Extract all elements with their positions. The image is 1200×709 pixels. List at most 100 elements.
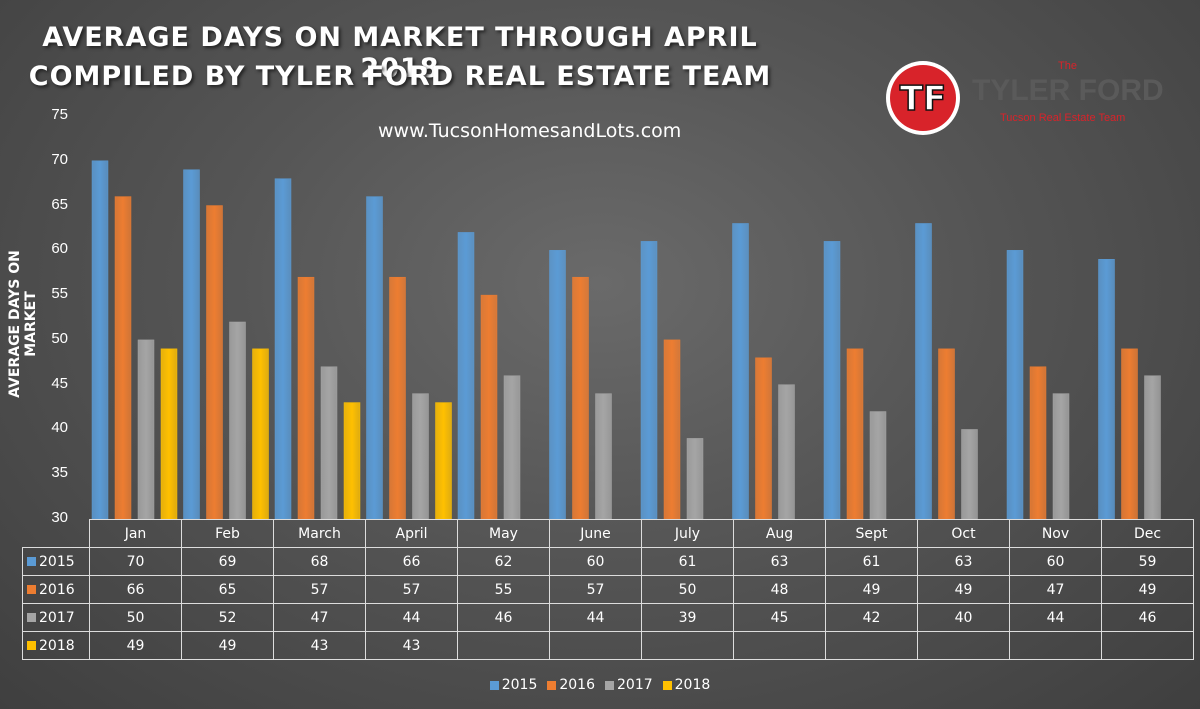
tf-logo-icon: TF — [886, 61, 960, 135]
data-label: 63 — [733, 547, 826, 576]
chart-legend: 2015 2016 2017 2018 — [0, 677, 1200, 693]
bar-2015-april — [366, 196, 383, 520]
legend-label: 2015 — [501, 677, 538, 693]
data-label: 40 — [917, 603, 1010, 632]
x-tick-label: May — [457, 519, 550, 548]
y-tick-label: 40 — [51, 419, 68, 437]
bar-2018-feb — [252, 348, 269, 520]
bar-2017-nov — [1052, 393, 1070, 520]
data-label: 59 — [1101, 547, 1194, 576]
bar-2016-march — [297, 276, 315, 520]
data-label: 46 — [1101, 603, 1194, 632]
bar-2017-aug — [778, 384, 795, 520]
bar-2018-march — [343, 402, 361, 520]
bar-2015-jan — [91, 160, 109, 520]
x-tick-label: April — [365, 519, 458, 548]
y-tick-label: 60 — [51, 240, 68, 258]
data-label — [641, 631, 734, 660]
data-label — [825, 631, 918, 660]
bar-2017-feb — [229, 321, 246, 520]
x-tick-label: Aug — [733, 519, 826, 548]
bar-2015-sept — [823, 241, 841, 520]
data-label: 49 — [825, 575, 918, 604]
x-tick-label: March — [273, 519, 366, 548]
data-label: 43 — [365, 631, 458, 660]
logo-the: The — [1058, 60, 1077, 72]
bar-2017-oct — [961, 429, 978, 520]
y-tick-label: 65 — [51, 195, 68, 213]
bar-2017-jan — [137, 339, 155, 520]
data-label: 57 — [365, 575, 458, 604]
chart-title-line-2: COMPILED BY TYLER FORD REAL ESTATE TEAM — [28, 61, 772, 92]
data-label: 49 — [1101, 575, 1194, 604]
data-label: 44 — [549, 603, 642, 632]
data-label: 66 — [89, 575, 182, 604]
table-row: 2018 49 49 43 43 — [22, 631, 1194, 660]
data-label: 70 — [89, 547, 182, 576]
legend-item-2016: 2016 — [547, 677, 595, 693]
data-label: 60 — [549, 547, 642, 576]
data-label: 45 — [733, 603, 826, 632]
legend-item-2018: 2018 — [662, 677, 710, 693]
x-tick-label: Feb — [181, 519, 274, 548]
data-label: 61 — [825, 547, 918, 576]
data-label: 50 — [641, 575, 734, 604]
data-label: 49 — [89, 631, 182, 660]
bar-2015-feb — [183, 169, 200, 520]
data-label: 46 — [457, 603, 550, 632]
data-label: 66 — [365, 547, 458, 576]
legend-item-2017: 2017 — [605, 677, 653, 693]
data-label: 47 — [1009, 575, 1102, 604]
bar-2018-jan — [160, 348, 178, 520]
data-label: 52 — [181, 603, 274, 632]
x-tick-label: Nov — [1009, 519, 1102, 548]
table-row: 2015 70 69 68 66 62 60 61 63 61 63 60 59 — [22, 547, 1194, 576]
data-label: 68 — [273, 547, 366, 576]
logo-subtitle: Tucson Real Estate Team — [1000, 112, 1126, 124]
bar-2016-oct — [938, 348, 955, 520]
data-label: 55 — [457, 575, 550, 604]
legend-swatch-icon — [547, 680, 557, 690]
bar-2016-july — [663, 339, 681, 520]
bar-2016-may — [480, 294, 498, 520]
y-tick-label: 35 — [51, 464, 68, 482]
data-label: 57 — [273, 575, 366, 604]
data-label — [1101, 631, 1194, 660]
table-row-label: 2018 — [22, 631, 90, 660]
bar-2016-nov — [1029, 366, 1047, 520]
bar-2016-april — [389, 276, 406, 520]
series-swatch-icon — [27, 557, 36, 566]
data-label: 61 — [641, 547, 734, 576]
data-label: 49 — [181, 631, 274, 660]
bar-2017-june — [595, 393, 612, 520]
bar-2015-june — [549, 250, 566, 520]
x-tick-label: Dec — [1101, 519, 1194, 548]
bar-2015-oct — [915, 223, 932, 520]
table-row-label: 2017 — [22, 603, 90, 632]
bar-2016-aug — [755, 357, 772, 520]
bar-2017-may — [503, 375, 521, 520]
data-label: 48 — [733, 575, 826, 604]
data-label: 57 — [549, 575, 642, 604]
data-label: 62 — [457, 547, 550, 576]
data-label: 43 — [273, 631, 366, 660]
data-label — [1009, 631, 1102, 660]
chart-title-line-1: AVERAGE DAYS ON MARKET THROUGH APRIL 201… — [42, 22, 758, 84]
bar-2016-june — [572, 276, 589, 520]
legend-item-2015: 2015 — [489, 677, 538, 693]
data-label: 39 — [641, 603, 734, 632]
data-label: 44 — [1009, 603, 1102, 632]
data-label: 50 — [89, 603, 182, 632]
bar-2015-march — [274, 178, 292, 520]
table-row-label: 2015 — [22, 547, 90, 576]
data-label: 42 — [825, 603, 918, 632]
x-tick-label: July — [641, 519, 734, 548]
y-tick-label: 70 — [51, 150, 68, 168]
y-tick-label: 45 — [51, 374, 68, 392]
data-label: 69 — [181, 547, 274, 576]
data-label — [457, 631, 550, 660]
data-table: Jan Feb March April May June July Aug Sept Oct Nov… — [22, 519, 1194, 660]
legend-swatch-icon — [605, 680, 614, 690]
series-swatch-icon — [27, 641, 36, 650]
